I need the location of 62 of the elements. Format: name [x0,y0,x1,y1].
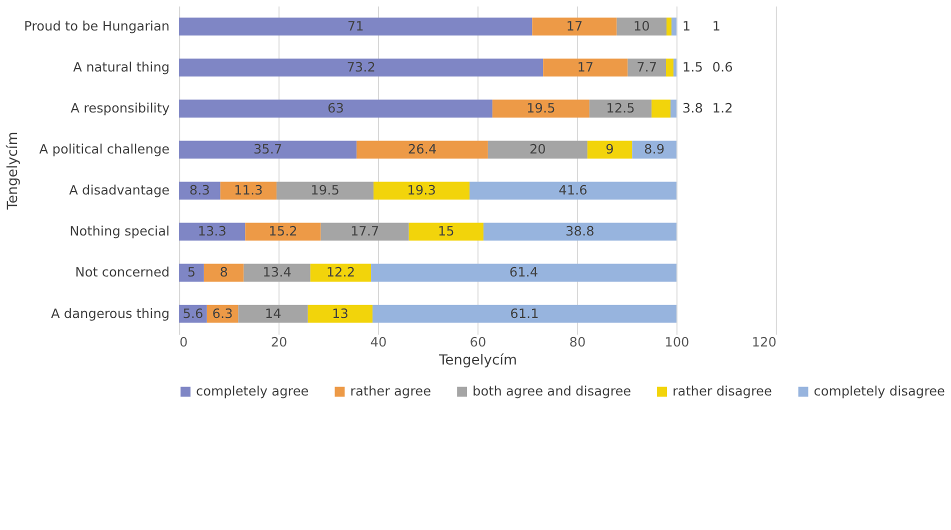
data-label: 1.5 [682,60,703,76]
x-tick-label: 120 [752,336,776,351]
data-label: 1 [682,20,691,35]
data-label: 71 [347,20,364,35]
data-label: 6.3 [212,306,233,322]
y-tick-label: A natural thing [73,60,170,76]
data-label: 17.7 [350,224,380,240]
data-label: 73.2 [346,60,376,76]
data-label: 17 [566,20,583,35]
data-label: 61.4 [509,266,538,281]
legend-label: rather agree [350,384,432,400]
y-tick-label: A disadvantage [69,184,170,199]
data-label: 13.4 [262,266,292,281]
data-label: 5 [187,266,196,281]
data-label: 8.9 [644,142,665,158]
legend-label: completely disagree [814,384,946,400]
data-label: 5.6 [182,306,204,322]
x-tick-label: 60 [470,336,486,351]
x-tick-label: 0 [180,336,188,351]
data-label: 20 [529,142,546,158]
x-tick-label: 100 [664,336,690,351]
data-label: 12.2 [326,266,356,281]
data-label: 15.2 [268,224,298,240]
data-label: 15 [438,224,454,240]
data-label: 41.6 [558,184,588,199]
data-label: 12.5 [606,102,635,117]
data-label: 10 [633,20,650,35]
x-tick-label: 80 [569,336,586,351]
data-label: 13.3 [198,224,227,240]
data-label: 19.5 [526,102,556,117]
data-label: 63 [328,102,344,117]
data-label: 8 [220,266,228,281]
y-tick-label: A dangerous thing [50,306,170,322]
data-label: 9 [606,142,614,158]
legend-label: both agree and disagree [472,384,632,400]
data-label: 7.7 [636,60,658,76]
data-label: 8.3 [189,184,210,199]
y-tick-label: A political challenge [39,142,170,158]
legend-label: completely agree [196,384,309,400]
y-axis-title: Tengelycím [4,132,21,211]
y-tick-label: Nothing special [70,224,170,240]
data-label: 26.4 [408,142,437,158]
data-label: 0.6 [712,60,733,76]
y-tick-label: Proud to be Hungarian [24,20,170,35]
data-label: 14 [264,306,282,322]
data-label: 3.8 [682,102,703,117]
x-tick-label: 20 [270,336,288,351]
data-label: 1 [712,20,720,35]
y-tick-label: A responsibility [70,102,170,117]
data-label: 61.1 [510,306,539,322]
data-label: 11.3 [234,184,263,199]
y-tick-label: Not concerned [75,266,170,281]
data-label: 19.3 [407,184,436,199]
data-label: 1.2 [712,102,733,117]
x-tick-label: 40 [370,336,387,351]
x-axis-title: Tengelycím [438,352,518,369]
data-label: 17 [577,60,594,76]
data-label: 19.5 [310,184,340,199]
data-label: 38.8 [566,224,594,240]
legend-label: rather disagree [672,384,772,400]
data-label: 13 [332,306,348,322]
data-label: 35.7 [253,142,282,158]
